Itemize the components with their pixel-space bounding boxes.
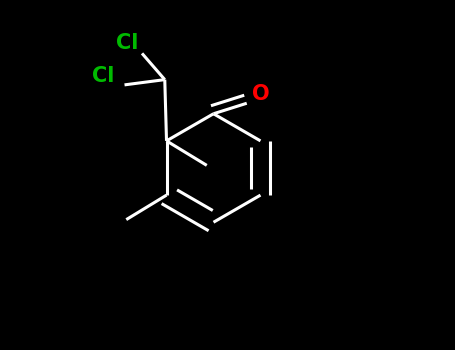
Text: Cl: Cl: [116, 33, 138, 53]
Text: Cl: Cl: [91, 66, 114, 86]
Text: O: O: [252, 84, 269, 105]
